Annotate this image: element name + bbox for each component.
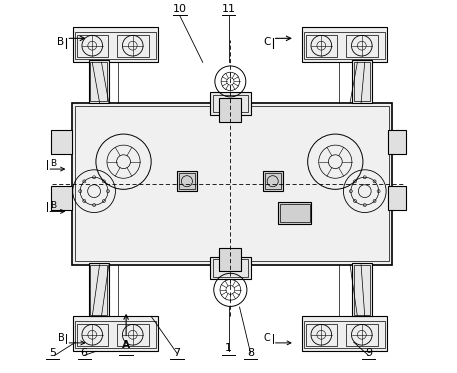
Bar	[177, 171, 197, 191]
Bar	[75, 321, 156, 348]
Bar	[89, 263, 109, 316]
Bar	[280, 204, 309, 222]
Bar	[117, 35, 149, 57]
Text: 11: 11	[222, 4, 235, 14]
Bar	[89, 60, 109, 103]
Bar	[210, 93, 250, 115]
Bar	[73, 316, 158, 351]
Bar	[388, 186, 406, 210]
Bar	[302, 316, 387, 351]
Bar	[302, 27, 387, 62]
Text: 6: 6	[80, 348, 88, 358]
Bar	[213, 259, 248, 277]
Text: 10: 10	[173, 4, 187, 14]
Bar	[346, 324, 377, 346]
Bar	[263, 171, 283, 191]
Bar	[304, 32, 385, 59]
Text: A: A	[122, 339, 130, 350]
Text: B: B	[51, 159, 57, 168]
Text: 9: 9	[365, 348, 372, 358]
Bar	[75, 106, 389, 261]
Bar	[278, 202, 311, 224]
Bar	[219, 248, 241, 272]
Text: 8: 8	[247, 348, 254, 358]
Bar	[346, 35, 377, 57]
Text: 5: 5	[49, 348, 56, 358]
Bar	[179, 173, 195, 189]
Text: B: B	[51, 201, 57, 210]
Bar	[265, 173, 281, 189]
Text: B: B	[58, 333, 64, 343]
Text: B: B	[58, 37, 64, 47]
Bar	[306, 35, 337, 57]
Bar	[306, 324, 337, 346]
Bar	[213, 95, 248, 112]
Bar	[352, 263, 372, 316]
Bar	[352, 60, 372, 103]
Text: 7: 7	[173, 348, 181, 358]
Bar	[73, 27, 158, 62]
Bar	[51, 186, 72, 210]
Bar	[51, 131, 72, 154]
Text: A: A	[122, 339, 130, 350]
Bar	[72, 103, 392, 265]
Bar	[90, 265, 107, 314]
Bar	[77, 324, 108, 346]
Bar	[388, 131, 406, 154]
Bar	[354, 265, 370, 314]
Text: C: C	[264, 37, 271, 47]
Bar	[210, 257, 250, 279]
Bar	[75, 32, 156, 59]
Text: 1: 1	[225, 343, 232, 353]
Bar	[304, 321, 385, 348]
Bar	[90, 62, 107, 101]
Text: C: C	[264, 333, 271, 343]
Bar	[117, 324, 149, 346]
Bar	[219, 98, 241, 122]
Bar	[354, 62, 370, 101]
Bar	[77, 35, 108, 57]
